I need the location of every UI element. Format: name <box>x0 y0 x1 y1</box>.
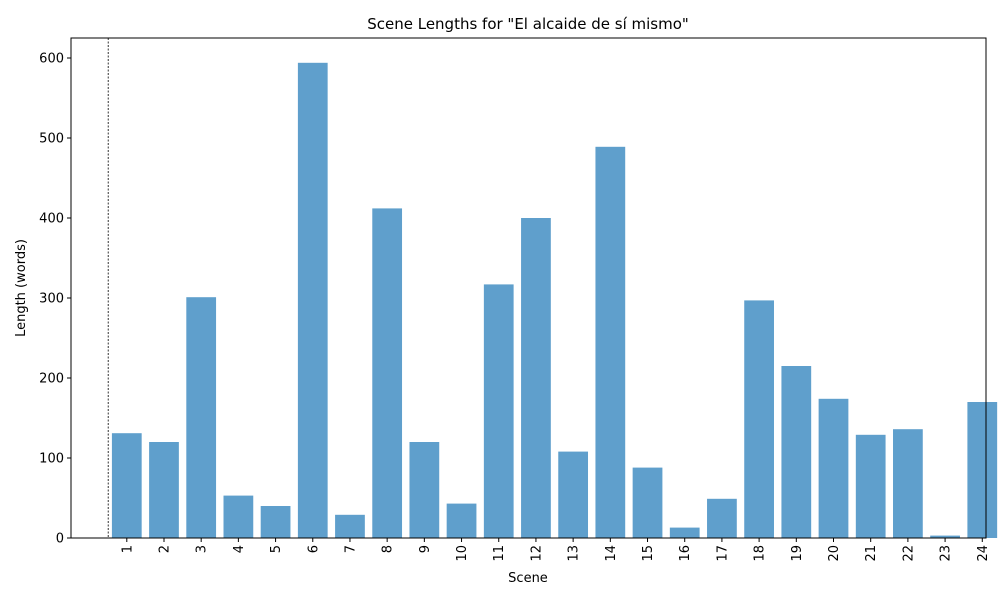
bar-scene-17 <box>707 498 737 538</box>
bar-scene-20 <box>818 398 849 538</box>
bar-scene-14 <box>595 146 626 539</box>
x-tick-label: 6 <box>306 545 321 553</box>
bar-scene-10 <box>446 503 477 538</box>
bar-scene-21 <box>855 434 886 538</box>
x-tick-label: 13 <box>567 545 582 562</box>
y-tick-label: 0 <box>56 532 64 547</box>
bar-scene-24 <box>967 402 998 538</box>
bars-group <box>111 62 998 539</box>
x-tick-label: 10 <box>455 545 470 562</box>
bar-scene-11 <box>483 284 514 538</box>
bar-scene-19 <box>781 366 812 538</box>
x-tick-label: 15 <box>641 545 656 562</box>
y-axis: 0 100 200 300 400 500 600 <box>39 52 71 547</box>
x-tick-label: 21 <box>864 545 879 562</box>
y-tick-label: 400 <box>39 212 64 227</box>
bar-scene-16 <box>669 527 700 538</box>
x-tick-label: 1 <box>120 545 135 553</box>
y-tick-label: 300 <box>39 292 64 307</box>
x-tick-label: 20 <box>827 545 842 562</box>
y-axis-label: Length (words) <box>14 239 29 337</box>
x-tick-label: 12 <box>529 545 544 562</box>
x-tick-label: 17 <box>715 545 730 562</box>
x-tick-label: 19 <box>790 545 805 562</box>
x-tick-label: 14 <box>604 545 619 562</box>
x-tick-label: 5 <box>269 545 284 553</box>
bar-scene-4 <box>223 495 254 538</box>
x-tick-label: 11 <box>492 545 507 562</box>
x-axis: 1 2 3 4 5 6 7 8 9 10 11 12 13 14 15 16 17 18 19 20 21 22 23 24 <box>120 538 991 562</box>
x-tick-label: 2 <box>157 545 172 553</box>
x-axis-label: Scene <box>508 571 548 586</box>
x-tick-label: 3 <box>195 545 210 553</box>
bar-scene-1 <box>111 433 142 538</box>
bar-scene-3 <box>186 297 217 538</box>
x-tick-label: 22 <box>901 545 916 562</box>
x-tick-label: 24 <box>976 545 991 562</box>
bar-scene-9 <box>409 442 440 538</box>
x-tick-label: 7 <box>343 545 358 553</box>
bar-scene-12 <box>521 218 551 538</box>
x-tick-label: 4 <box>232 545 247 553</box>
bar-scene-7 <box>335 514 365 538</box>
x-tick-label: 23 <box>939 545 954 562</box>
y-tick-label: 200 <box>39 372 64 387</box>
bar-scene-5 <box>260 506 291 538</box>
x-tick-label: 8 <box>381 545 396 553</box>
y-tick-label: 600 <box>39 52 64 67</box>
x-tick-label: 9 <box>418 545 433 553</box>
bar-scene-23 <box>930 535 960 538</box>
bar-scene-15 <box>632 467 663 538</box>
plot-frame <box>70 37 987 539</box>
bar-scene-2 <box>149 442 179 538</box>
x-tick-label: 18 <box>753 545 768 562</box>
y-tick-label: 500 <box>39 132 64 147</box>
chart-title: Scene Lengths for "El alcaide de sí mism… <box>367 15 689 33</box>
bar-scene-22 <box>893 429 923 538</box>
bar-scene-8 <box>372 208 403 538</box>
y-tick-label: 100 <box>39 452 64 467</box>
bar-scene-6 <box>297 62 328 539</box>
bar-scene-13 <box>558 451 589 538</box>
bar-scene-18 <box>744 300 774 538</box>
x-tick-label: 16 <box>678 545 693 562</box>
